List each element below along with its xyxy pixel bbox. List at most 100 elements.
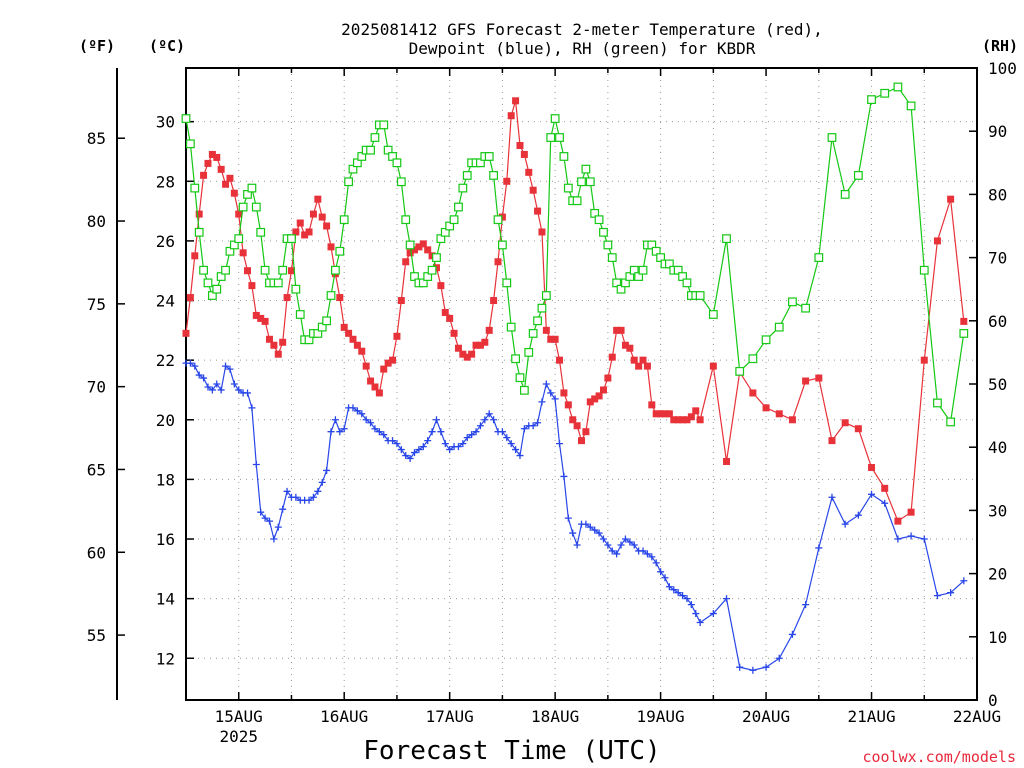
- dewpoint-point: [630, 541, 638, 549]
- temperature-point: [327, 243, 335, 251]
- rh-point: [278, 265, 288, 275]
- rh-point: [906, 101, 916, 111]
- dewpoint-point: [512, 446, 520, 454]
- temperature-point: [661, 410, 669, 418]
- dewpoint-point: [323, 466, 331, 474]
- dewpoint-point: [498, 428, 506, 436]
- temperature-point: [454, 344, 462, 352]
- temperature-point: [305, 228, 313, 236]
- dewpoint-point: [235, 386, 243, 394]
- temperature-point: [437, 282, 445, 290]
- temperature-point: [309, 210, 317, 218]
- dewpoint-point: [595, 529, 603, 537]
- dewpoint-point: [252, 460, 260, 468]
- temperature-point: [617, 326, 625, 334]
- temperature-point: [643, 362, 651, 370]
- dewpoint-point: [428, 428, 436, 436]
- rh-point: [581, 164, 591, 174]
- dewpoint-point: [481, 416, 489, 424]
- dewpoint-point: [244, 389, 252, 397]
- temperature-point: [608, 353, 616, 361]
- dewpoint-point: [419, 443, 427, 451]
- rh-point: [919, 265, 929, 275]
- dewpoint-point: [542, 380, 550, 388]
- rh-point: [212, 284, 222, 294]
- dewpoint-point: [331, 416, 339, 424]
- rh-point: [867, 95, 876, 105]
- rh-point: [506, 322, 516, 332]
- temperature-point: [279, 338, 287, 346]
- temperature-point: [652, 410, 660, 418]
- temperature-point: [345, 329, 353, 337]
- rh-point: [814, 253, 824, 263]
- temperature-point: [696, 416, 704, 424]
- rh-tick-label: 0: [988, 691, 998, 710]
- temperature-point: [538, 228, 546, 236]
- temperature-point: [441, 308, 449, 316]
- dewpoint-point: [643, 550, 651, 558]
- rh-point: [405, 240, 415, 250]
- rh-point: [203, 278, 213, 288]
- temperature-point: [261, 317, 269, 325]
- dewpoint-point: [679, 592, 687, 600]
- rh-point: [840, 190, 850, 199]
- rh-point: [498, 240, 507, 250]
- dewpoint-point: [868, 490, 876, 498]
- temperature-point: [195, 210, 203, 218]
- temperature-point: [933, 237, 941, 245]
- dewpoint-point: [380, 431, 388, 439]
- rh-point: [326, 291, 336, 300]
- temperature-point: [648, 401, 656, 409]
- x-tick-label: 17AUG: [426, 707, 474, 726]
- rh-point: [247, 183, 257, 193]
- dewpoint-point: [367, 419, 375, 427]
- temperature-point: [635, 362, 643, 370]
- dewpoint-point: [674, 589, 682, 597]
- dewpoint-point: [454, 443, 462, 451]
- dewpoint-point: [292, 493, 300, 501]
- temperature-point: [230, 189, 238, 197]
- temperature-point: [393, 332, 401, 340]
- temperature-point: [226, 174, 234, 182]
- temperature-point: [204, 159, 212, 167]
- rh-point: [801, 303, 811, 313]
- dewpoint-point: [270, 535, 278, 543]
- temperature-point: [287, 267, 295, 275]
- dewpoint-point: [274, 523, 282, 531]
- celsius-tick-label: 16: [156, 530, 175, 549]
- dewpoint-point: [389, 437, 397, 445]
- dewpoint-point: [828, 493, 836, 501]
- rh-point: [735, 366, 745, 376]
- rh-point: [251, 202, 261, 212]
- rh-point: [880, 88, 890, 98]
- temperature-point: [265, 335, 273, 343]
- temperature-point: [626, 344, 634, 352]
- dewpoint-point: [520, 425, 528, 433]
- dewpoint-point: [459, 440, 467, 448]
- temperature-point: [564, 401, 572, 409]
- dewpoint-point: [802, 601, 810, 609]
- rh-point: [489, 171, 499, 180]
- temperature-point: [239, 249, 247, 257]
- dewpoint-point: [186, 359, 194, 367]
- rh-point: [199, 265, 208, 275]
- rh-point: [322, 316, 332, 326]
- temperature-point: [586, 398, 594, 406]
- rh-point: [827, 133, 837, 142]
- temperature-point: [235, 210, 243, 218]
- rh-point: [537, 303, 547, 313]
- rh-point: [585, 177, 595, 187]
- rh-point: [190, 183, 200, 193]
- dewpoint-point: [907, 532, 915, 540]
- rh-point: [502, 278, 512, 288]
- temperature-point: [762, 404, 770, 412]
- dewpoint-point: [503, 434, 511, 442]
- plot-frame: [185, 67, 978, 701]
- dewpoint-point: [314, 487, 322, 495]
- dewpoint-point: [564, 514, 572, 522]
- rh-point: [559, 152, 569, 161]
- dewpoint-point: [327, 428, 335, 436]
- temperature-point: [248, 282, 256, 290]
- temperature-point: [749, 389, 757, 397]
- temperature-point: [723, 458, 731, 466]
